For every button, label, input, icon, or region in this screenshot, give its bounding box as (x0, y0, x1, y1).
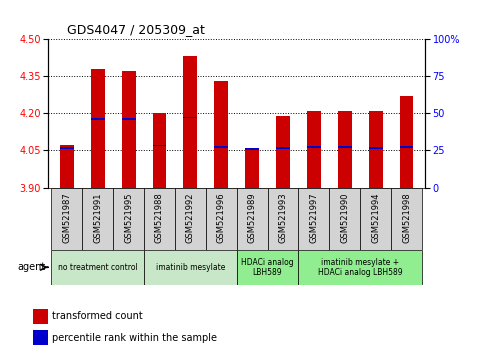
Bar (91, 119, 105, 120)
Bar (184, 56, 197, 188)
Bar (391, 188, 422, 250)
Text: GSM521996: GSM521996 (217, 193, 226, 243)
Bar (237, 188, 268, 250)
Bar (276, 147, 290, 149)
Text: GSM521995: GSM521995 (124, 193, 133, 243)
Text: imatinib mesylate: imatinib mesylate (156, 263, 225, 272)
Text: GSM521993: GSM521993 (279, 193, 287, 243)
Bar (237, 250, 298, 285)
Bar (113, 188, 144, 250)
Bar (214, 146, 228, 148)
Text: GSM521992: GSM521992 (186, 193, 195, 243)
Bar (144, 188, 175, 250)
Text: GSM521987: GSM521987 (62, 193, 71, 243)
Bar (369, 147, 383, 149)
Bar (399, 96, 413, 188)
Bar (33, 330, 48, 345)
Bar (144, 250, 237, 285)
Bar (399, 146, 413, 148)
Text: GDS4047 / 205309_at: GDS4047 / 205309_at (67, 23, 205, 36)
Bar (245, 148, 259, 188)
Bar (122, 119, 136, 120)
Bar (175, 188, 206, 250)
Bar (338, 146, 352, 148)
Bar (329, 188, 360, 250)
Text: agent: agent (17, 262, 45, 272)
Bar (369, 111, 383, 188)
Text: GSM521998: GSM521998 (402, 193, 411, 243)
Bar (214, 81, 228, 188)
Bar (360, 188, 391, 250)
Bar (184, 116, 197, 119)
Bar (268, 188, 298, 250)
Text: GSM521997: GSM521997 (310, 193, 318, 243)
Bar (33, 309, 48, 324)
Text: transformed count: transformed count (53, 311, 143, 321)
Text: imatinib mesylate +
HDACi analog LBH589: imatinib mesylate + HDACi analog LBH589 (318, 258, 402, 277)
Bar (122, 71, 136, 188)
Bar (51, 250, 144, 285)
Bar (91, 69, 105, 188)
Bar (276, 116, 290, 188)
Text: GSM521989: GSM521989 (248, 193, 256, 243)
Bar (245, 148, 259, 150)
Text: GSM521991: GSM521991 (93, 193, 102, 243)
Bar (82, 188, 113, 250)
Bar (60, 145, 74, 188)
Bar (298, 188, 329, 250)
Text: no treatment control: no treatment control (58, 263, 138, 272)
Bar (153, 144, 167, 147)
Bar (338, 111, 352, 188)
Bar (307, 146, 321, 148)
Text: GSM521988: GSM521988 (155, 193, 164, 243)
Bar (206, 188, 237, 250)
Text: GSM521990: GSM521990 (340, 193, 349, 243)
Bar (51, 188, 82, 250)
Text: HDACi analog
LBH589: HDACi analog LBH589 (241, 258, 294, 277)
Bar (307, 111, 321, 188)
Text: percentile rank within the sample: percentile rank within the sample (53, 332, 217, 343)
Bar (153, 113, 167, 188)
Bar (298, 250, 422, 285)
Text: GSM521994: GSM521994 (371, 193, 380, 243)
Bar (60, 147, 74, 149)
